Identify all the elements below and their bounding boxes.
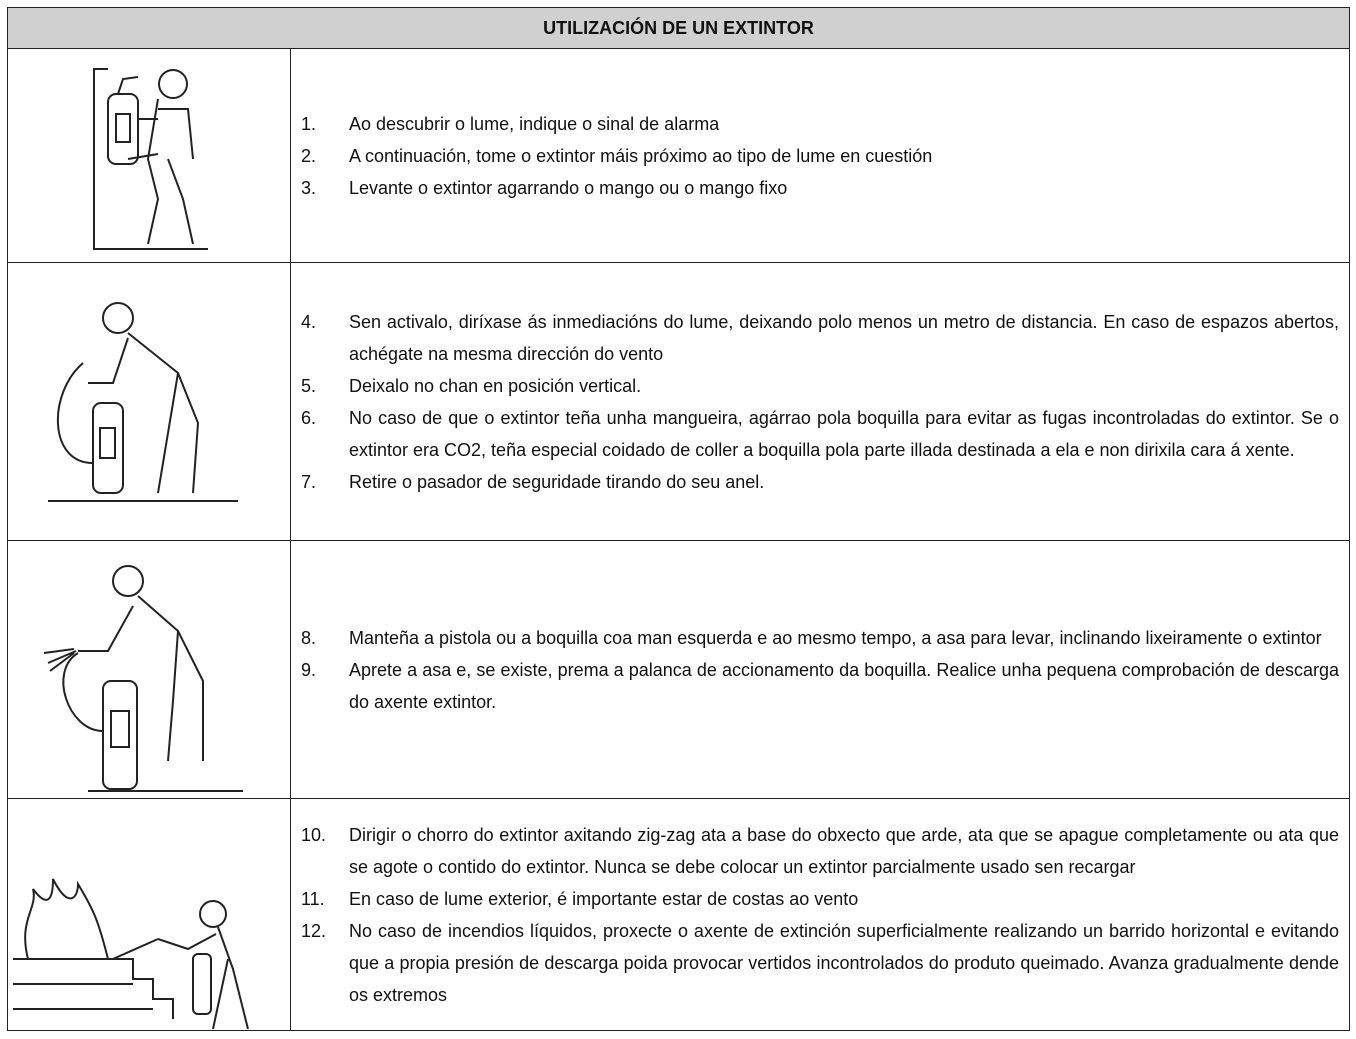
illustration <box>93 68 208 250</box>
item-text: Retire o pasador de seguridade tirando d… <box>349 471 765 492</box>
text-cell: 4. Sen activalo, diríxase ás inmediacións… <box>290 262 1350 541</box>
item-number: 7. <box>301 471 317 492</box>
item-text: Dirigir o chorro do extintor axitando zi… <box>349 824 1339 877</box>
item-number: 5. <box>301 375 317 396</box>
item-text: No caso de incendios líquidos, proxecte … <box>349 920 1339 1005</box>
illustration-cell <box>7 540 291 799</box>
illustration <box>13 878 249 1030</box>
item-text: Aprete a asa e, se existe, prema a palan… <box>349 659 1339 712</box>
list-item: 3. Levante o extintor agarrando o mango o… <box>301 172 1339 204</box>
list-item: 9. Aprete a asa e, se existe, prema a pal… <box>301 654 1339 718</box>
list-item: 6. No caso de que o extintor teña unha ma… <box>301 402 1339 466</box>
item-number: 8. <box>301 627 317 648</box>
item-text: Levante o extintor agarrando o mango ou … <box>349 177 788 198</box>
item-text: Manteña a pistola ou a boquilla coa man … <box>349 627 1322 648</box>
item-text: En caso de lume exterior, é importante e… <box>349 888 859 909</box>
item-number: 2. <box>301 145 317 166</box>
item-number: 3. <box>301 177 317 198</box>
item-number: 4. <box>301 311 317 332</box>
illustration <box>43 565 243 792</box>
illustration <box>48 302 238 502</box>
item-number: 1. <box>301 113 317 134</box>
illustration-cell <box>7 48 291 263</box>
item-number: 6. <box>301 407 317 428</box>
item-number: 11. <box>301 888 325 909</box>
list-item: 5. Deixalo no chan en posición vertical. <box>301 370 1339 402</box>
item-number: 9. <box>301 659 317 680</box>
item-text: Deixalo no chan en posición vertical. <box>349 375 642 396</box>
item-text: No caso de que o extintor teña unha mang… <box>349 407 1339 460</box>
illustration-cell <box>7 798 291 1031</box>
item-text: Sen activalo, diríxase ás inmediacións d… <box>349 311 1339 364</box>
item-text: A continuación, tome o extintor máis pró… <box>349 145 933 166</box>
list-item: 10. Dirigir o chorro do extintor axitando… <box>301 819 1339 883</box>
list-item: 2. A continuación, tome o extintor máis p… <box>301 140 1339 172</box>
list-item: 7. Retire o pasador de seguridade tirando… <box>301 466 1339 498</box>
table-header: UTILIZACIÓN DE UN EXTINTOR <box>7 7 1350 49</box>
item-number: 12. <box>301 920 327 941</box>
list-item: 11. En caso de lume exterior, é important… <box>301 883 1339 915</box>
item-number: 10. <box>301 824 327 845</box>
list-item: 4. Sen activalo, diríxase ás inmediacións… <box>301 306 1339 370</box>
text-cell: 10. Dirigir o chorro do extintor axitando… <box>290 798 1350 1031</box>
illustration-cell <box>7 262 291 541</box>
list-item: 1. Ao descubrir o lume, indique o sinal d… <box>301 108 1339 140</box>
text-cell: 1. Ao descubrir o lume, indique o sinal d… <box>290 48 1350 263</box>
item-text: Ao descubrir o lume, indique o sinal de … <box>349 113 720 134</box>
list-item: 12. No caso de incendios líquidos, proxec… <box>301 915 1339 1011</box>
text-cell: 8. Manteña a pistola ou a boquilla coa ma… <box>290 540 1350 799</box>
list-item: 8. Manteña a pistola ou a boquilla coa ma… <box>301 622 1339 654</box>
